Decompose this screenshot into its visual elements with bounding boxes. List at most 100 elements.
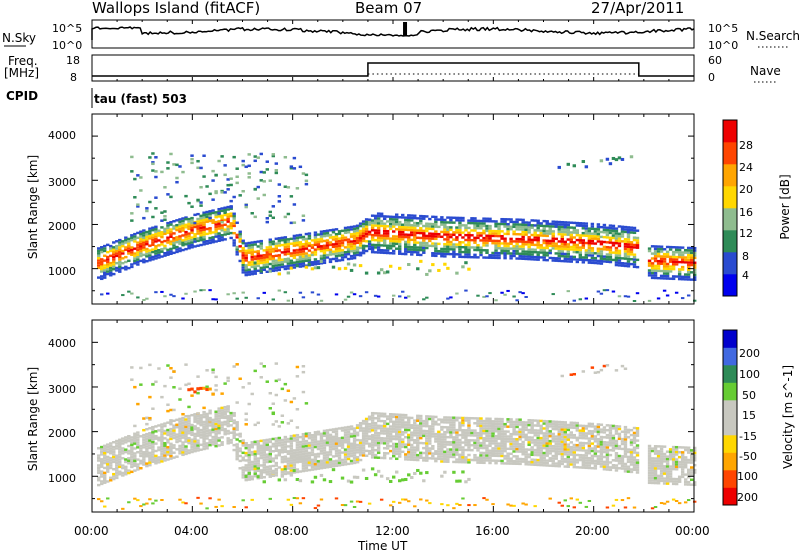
velocity-cell bbox=[440, 457, 444, 461]
velocity-cell bbox=[295, 433, 300, 437]
power-cell bbox=[620, 228, 625, 231]
power-cell bbox=[440, 216, 444, 219]
power-cell bbox=[103, 249, 107, 253]
power-cell bbox=[530, 243, 534, 246]
power-cell bbox=[280, 258, 285, 261]
power-cell bbox=[449, 235, 453, 239]
power-ytick: 3000 bbox=[48, 176, 76, 189]
velocity-cell bbox=[407, 426, 411, 429]
power-cell bbox=[485, 234, 489, 237]
velocity-cell bbox=[106, 497, 110, 500]
power-cell bbox=[446, 221, 450, 224]
velocity-cell bbox=[560, 443, 564, 446]
velocity-cell bbox=[157, 424, 161, 427]
velocity-cell bbox=[491, 503, 495, 506]
power-cell bbox=[118, 270, 122, 273]
velocity-cell bbox=[407, 416, 411, 419]
power-cell bbox=[410, 219, 414, 222]
velocity-cell bbox=[256, 457, 260, 460]
power-cell bbox=[683, 273, 688, 276]
power-cell bbox=[385, 244, 390, 247]
velocity-cell bbox=[181, 501, 185, 504]
power-cell bbox=[464, 248, 468, 251]
xtick: 04:00 bbox=[174, 524, 209, 538]
velocity-cell bbox=[241, 468, 245, 472]
power-cell bbox=[596, 232, 601, 236]
power-cell bbox=[226, 220, 230, 223]
velocity-cell bbox=[127, 452, 131, 455]
power-cell bbox=[136, 243, 140, 247]
velocity-cell bbox=[130, 470, 134, 474]
velocity-cell bbox=[118, 453, 122, 456]
power-cell bbox=[422, 236, 426, 240]
power-cell bbox=[109, 271, 113, 275]
power-cell bbox=[136, 241, 140, 244]
velocity-cbar-tick: -15 bbox=[739, 430, 757, 443]
power-cell bbox=[599, 252, 604, 256]
velocity-cell bbox=[488, 456, 492, 460]
power-cell bbox=[136, 231, 140, 235]
power-cell bbox=[602, 223, 607, 227]
velocity-cell bbox=[428, 425, 432, 428]
velocity-cell bbox=[184, 502, 188, 505]
power-cell bbox=[488, 232, 492, 235]
velocity-cell bbox=[419, 429, 423, 432]
power-cell bbox=[509, 254, 513, 258]
power-cell bbox=[545, 222, 549, 225]
power-cell bbox=[259, 152, 263, 156]
velocity-cell bbox=[458, 416, 462, 420]
power-cell bbox=[416, 221, 420, 225]
power-cell bbox=[139, 232, 143, 236]
power-ytick: 4000 bbox=[48, 129, 76, 142]
velocity-cell bbox=[370, 416, 375, 420]
xtick: 00:00 bbox=[675, 524, 710, 538]
power-cell bbox=[575, 260, 580, 264]
power-cell bbox=[626, 250, 631, 253]
velocity-cell bbox=[217, 444, 221, 447]
velocity-cell bbox=[109, 466, 113, 470]
power-cell bbox=[370, 250, 375, 254]
velocity-cell bbox=[470, 431, 474, 435]
power-cell bbox=[470, 221, 474, 225]
power-cell bbox=[557, 249, 561, 253]
velocity-cell bbox=[277, 439, 282, 442]
velocity-cell bbox=[238, 435, 242, 438]
velocity-cell bbox=[398, 416, 402, 419]
power-cell bbox=[160, 231, 164, 234]
power-cell bbox=[458, 231, 462, 234]
power-cell bbox=[328, 233, 333, 237]
power-cell bbox=[653, 250, 658, 253]
velocity-cell bbox=[500, 422, 504, 426]
power-cell bbox=[178, 230, 182, 233]
velocity-cell bbox=[422, 422, 426, 425]
power-cell bbox=[307, 262, 312, 266]
velocity-cell bbox=[295, 441, 300, 444]
power-cell bbox=[373, 243, 378, 247]
freq-label: Freq. bbox=[8, 54, 38, 68]
power-cell bbox=[316, 243, 321, 246]
power-cell bbox=[605, 157, 610, 161]
power-cell bbox=[458, 255, 462, 259]
velocity-cell bbox=[172, 429, 176, 432]
power-cell bbox=[569, 233, 573, 237]
velocity-cell bbox=[346, 455, 351, 458]
velocity-cell bbox=[202, 423, 206, 426]
power-cell bbox=[626, 252, 631, 256]
velocity-cell bbox=[425, 424, 429, 428]
power-cell bbox=[166, 193, 170, 196]
velocity-cell bbox=[551, 444, 555, 448]
power-cell bbox=[292, 156, 297, 160]
power-cell bbox=[274, 244, 279, 248]
power-cell bbox=[650, 276, 655, 280]
velocity-cell bbox=[289, 400, 294, 404]
power-cell bbox=[388, 264, 393, 268]
power-ytick: 2000 bbox=[48, 220, 76, 233]
velocity-cell bbox=[295, 468, 300, 471]
velocity-cell bbox=[217, 427, 221, 430]
velocity-cell bbox=[271, 459, 276, 463]
velocity-cell bbox=[401, 478, 405, 482]
power-cell bbox=[617, 261, 622, 265]
velocity-cell bbox=[407, 450, 411, 454]
power-cell bbox=[563, 245, 567, 248]
power-cell bbox=[443, 247, 447, 251]
